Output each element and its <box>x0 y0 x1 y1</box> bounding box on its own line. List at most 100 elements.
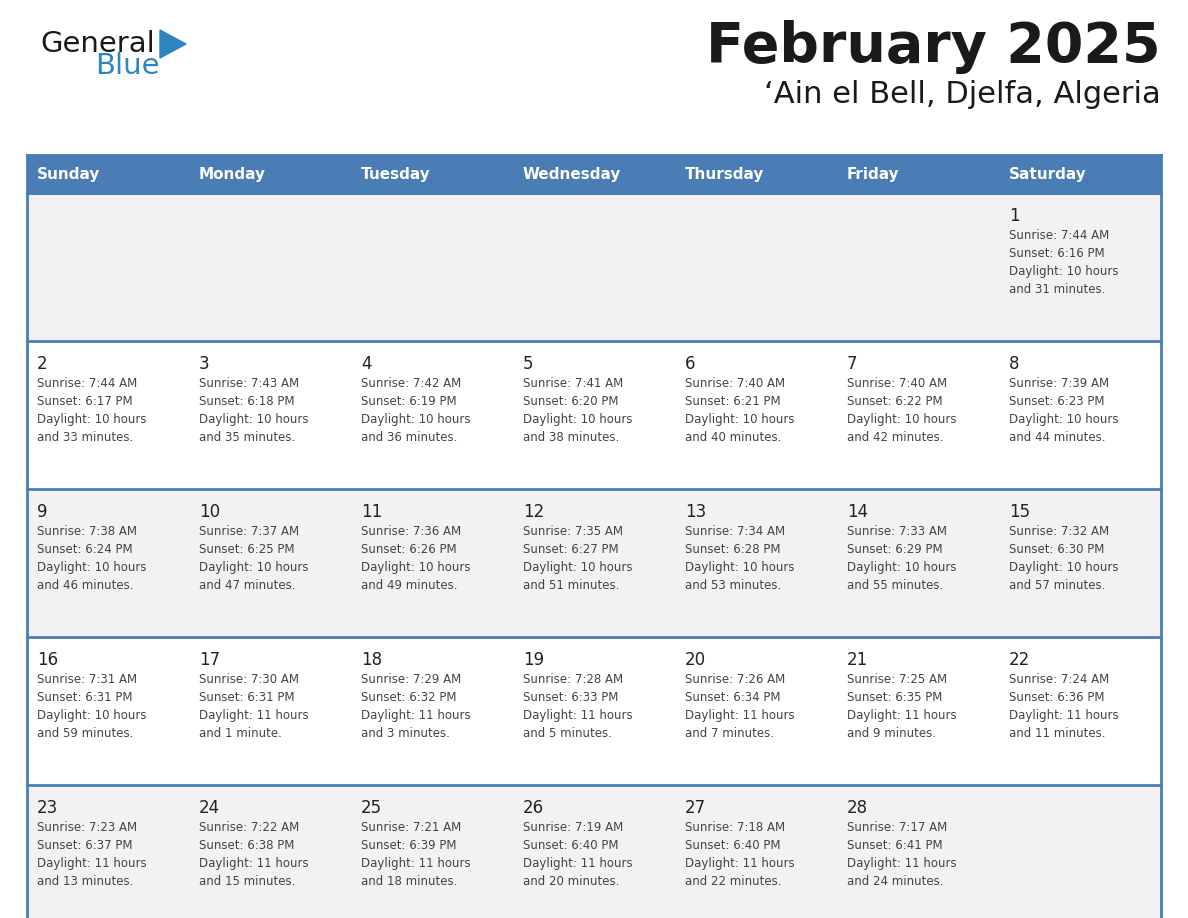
Text: Sunrise: 7:28 AM: Sunrise: 7:28 AM <box>523 673 624 686</box>
Text: 10: 10 <box>200 503 220 521</box>
Text: 11: 11 <box>361 503 383 521</box>
Text: Daylight: 10 hours: Daylight: 10 hours <box>361 561 470 574</box>
Text: and 24 minutes.: and 24 minutes. <box>847 875 943 888</box>
Text: 13: 13 <box>685 503 706 521</box>
Text: Sunrise: 7:42 AM: Sunrise: 7:42 AM <box>361 377 461 390</box>
Text: Daylight: 10 hours: Daylight: 10 hours <box>37 413 146 426</box>
Text: 16: 16 <box>37 651 58 669</box>
Text: Daylight: 11 hours: Daylight: 11 hours <box>1009 709 1119 722</box>
Text: Sunrise: 7:40 AM: Sunrise: 7:40 AM <box>685 377 785 390</box>
Text: Daylight: 11 hours: Daylight: 11 hours <box>685 857 795 870</box>
Text: Sunset: 6:30 PM: Sunset: 6:30 PM <box>1009 543 1105 556</box>
Text: and 51 minutes.: and 51 minutes. <box>523 579 619 592</box>
Text: and 9 minutes.: and 9 minutes. <box>847 727 936 740</box>
Text: Sunrise: 7:31 AM: Sunrise: 7:31 AM <box>37 673 137 686</box>
Text: Sunrise: 7:21 AM: Sunrise: 7:21 AM <box>361 821 461 834</box>
Text: Daylight: 10 hours: Daylight: 10 hours <box>1009 561 1118 574</box>
Text: and 31 minutes.: and 31 minutes. <box>1009 283 1105 296</box>
Text: Sunset: 6:29 PM: Sunset: 6:29 PM <box>847 543 942 556</box>
Text: Sunset: 6:17 PM: Sunset: 6:17 PM <box>37 395 133 408</box>
Polygon shape <box>160 30 187 58</box>
Text: 24: 24 <box>200 799 220 817</box>
Text: 23: 23 <box>37 799 58 817</box>
Text: Saturday: Saturday <box>1009 166 1087 182</box>
Text: Daylight: 10 hours: Daylight: 10 hours <box>200 561 309 574</box>
Text: Sunrise: 7:17 AM: Sunrise: 7:17 AM <box>847 821 947 834</box>
Text: Sunset: 6:39 PM: Sunset: 6:39 PM <box>361 839 456 852</box>
Text: and 33 minutes.: and 33 minutes. <box>37 431 133 444</box>
Text: Sunset: 6:33 PM: Sunset: 6:33 PM <box>523 691 619 704</box>
Text: and 55 minutes.: and 55 minutes. <box>847 579 943 592</box>
Text: Daylight: 11 hours: Daylight: 11 hours <box>685 709 795 722</box>
Text: Sunrise: 7:32 AM: Sunrise: 7:32 AM <box>1009 525 1110 538</box>
Text: Sunrise: 7:35 AM: Sunrise: 7:35 AM <box>523 525 623 538</box>
Text: 19: 19 <box>523 651 544 669</box>
Text: and 53 minutes.: and 53 minutes. <box>685 579 782 592</box>
Text: Daylight: 11 hours: Daylight: 11 hours <box>523 709 633 722</box>
Text: Sunrise: 7:43 AM: Sunrise: 7:43 AM <box>200 377 299 390</box>
Text: and 47 minutes.: and 47 minutes. <box>200 579 296 592</box>
Text: and 35 minutes.: and 35 minutes. <box>200 431 296 444</box>
Text: Daylight: 10 hours: Daylight: 10 hours <box>685 561 795 574</box>
Text: and 46 minutes.: and 46 minutes. <box>37 579 133 592</box>
Text: Thursday: Thursday <box>685 166 764 182</box>
Text: 12: 12 <box>523 503 544 521</box>
Text: Daylight: 10 hours: Daylight: 10 hours <box>523 413 632 426</box>
Text: Sunrise: 7:30 AM: Sunrise: 7:30 AM <box>200 673 299 686</box>
Text: 25: 25 <box>361 799 383 817</box>
Text: 4: 4 <box>361 355 372 373</box>
Text: 7: 7 <box>847 355 858 373</box>
Bar <box>27 155 1161 193</box>
Text: Wednesday: Wednesday <box>523 166 621 182</box>
Text: Blue: Blue <box>95 52 159 80</box>
Text: and 15 minutes.: and 15 minutes. <box>200 875 296 888</box>
Text: Sunset: 6:37 PM: Sunset: 6:37 PM <box>37 839 133 852</box>
Text: Daylight: 11 hours: Daylight: 11 hours <box>200 857 309 870</box>
Text: Sunset: 6:20 PM: Sunset: 6:20 PM <box>523 395 619 408</box>
Text: Daylight: 10 hours: Daylight: 10 hours <box>37 709 146 722</box>
Bar <box>27 785 1161 918</box>
Text: Sunrise: 7:25 AM: Sunrise: 7:25 AM <box>847 673 947 686</box>
Text: Sunrise: 7:23 AM: Sunrise: 7:23 AM <box>37 821 137 834</box>
Text: and 59 minutes.: and 59 minutes. <box>37 727 133 740</box>
Text: Sunset: 6:31 PM: Sunset: 6:31 PM <box>200 691 295 704</box>
Text: Daylight: 11 hours: Daylight: 11 hours <box>37 857 146 870</box>
Text: Daylight: 10 hours: Daylight: 10 hours <box>847 413 956 426</box>
Text: 9: 9 <box>37 503 48 521</box>
Text: and 57 minutes.: and 57 minutes. <box>1009 579 1105 592</box>
Text: Sunset: 6:41 PM: Sunset: 6:41 PM <box>847 839 942 852</box>
Text: 14: 14 <box>847 503 868 521</box>
Text: Sunrise: 7:38 AM: Sunrise: 7:38 AM <box>37 525 137 538</box>
Text: Daylight: 10 hours: Daylight: 10 hours <box>361 413 470 426</box>
Text: Daylight: 10 hours: Daylight: 10 hours <box>685 413 795 426</box>
Bar <box>27 341 1161 489</box>
Text: 21: 21 <box>847 651 868 669</box>
Text: Daylight: 10 hours: Daylight: 10 hours <box>1009 413 1118 426</box>
Text: Daylight: 10 hours: Daylight: 10 hours <box>1009 265 1118 278</box>
Text: Sunset: 6:40 PM: Sunset: 6:40 PM <box>523 839 619 852</box>
Text: Daylight: 11 hours: Daylight: 11 hours <box>200 709 309 722</box>
Text: 26: 26 <box>523 799 544 817</box>
Text: ‘Ain el Bell, Djelfa, Algeria: ‘Ain el Bell, Djelfa, Algeria <box>764 80 1161 109</box>
Text: Sunrise: 7:39 AM: Sunrise: 7:39 AM <box>1009 377 1110 390</box>
Text: Sunset: 6:18 PM: Sunset: 6:18 PM <box>200 395 295 408</box>
Text: Daylight: 10 hours: Daylight: 10 hours <box>847 561 956 574</box>
Text: and 11 minutes.: and 11 minutes. <box>1009 727 1106 740</box>
Text: 20: 20 <box>685 651 706 669</box>
Text: 27: 27 <box>685 799 706 817</box>
Text: and 18 minutes.: and 18 minutes. <box>361 875 457 888</box>
Text: 3: 3 <box>200 355 209 373</box>
Text: 1: 1 <box>1009 207 1019 225</box>
Text: and 5 minutes.: and 5 minutes. <box>523 727 612 740</box>
Text: Sunrise: 7:36 AM: Sunrise: 7:36 AM <box>361 525 461 538</box>
Text: Sunrise: 7:33 AM: Sunrise: 7:33 AM <box>847 525 947 538</box>
Text: and 42 minutes.: and 42 minutes. <box>847 431 943 444</box>
Text: and 22 minutes.: and 22 minutes. <box>685 875 782 888</box>
Text: 8: 8 <box>1009 355 1019 373</box>
Text: Daylight: 11 hours: Daylight: 11 hours <box>361 857 470 870</box>
Text: 2: 2 <box>37 355 48 373</box>
Text: Sunset: 6:23 PM: Sunset: 6:23 PM <box>1009 395 1105 408</box>
Text: Sunrise: 7:44 AM: Sunrise: 7:44 AM <box>1009 229 1110 242</box>
Text: Daylight: 11 hours: Daylight: 11 hours <box>847 709 956 722</box>
Text: Sunset: 6:36 PM: Sunset: 6:36 PM <box>1009 691 1105 704</box>
